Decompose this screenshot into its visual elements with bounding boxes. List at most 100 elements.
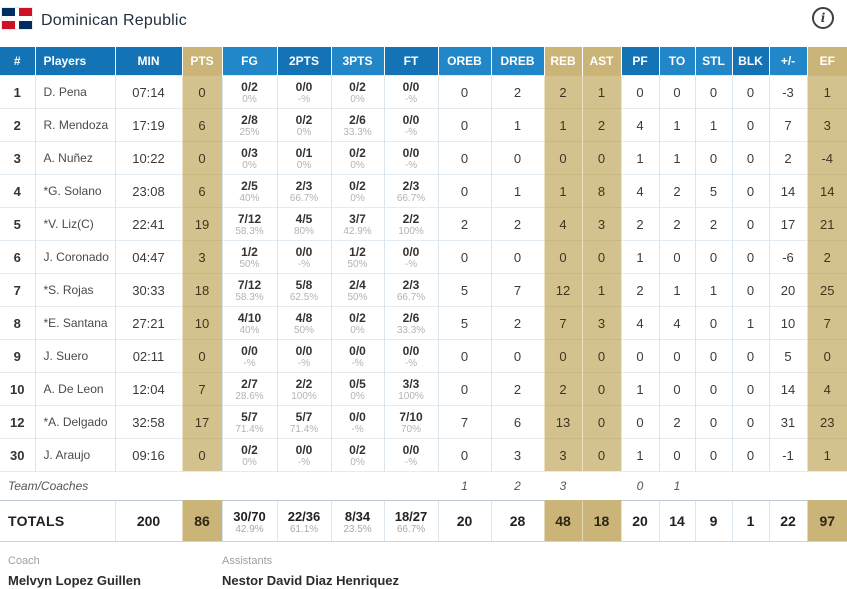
stat-cell-pf: 0 (620, 75, 659, 109)
stat-cell-dreb: 3 (490, 438, 544, 472)
player-number-cell: 9 (0, 339, 35, 373)
stat-cell-min: 09:16 (114, 438, 182, 472)
info-icon[interactable]: i (812, 7, 834, 29)
stat-cell-ef: -4 (806, 141, 847, 175)
team-stat-cell-pm (769, 471, 807, 501)
stat-cell-reb: 12 (543, 273, 582, 307)
player-row: 10 A. De Leon 12:04 7 2/7 28.6% 2/2 100% 0/5 0% 3/… (0, 372, 847, 406)
stat-cell-p2: 0/2 0% (276, 108, 331, 142)
stat-cell-pf: 4 (620, 108, 659, 142)
player-row: 12 *A. Delgado 32:58 17 5/7 71.4% 5/7 71.4% 0/0-… (0, 405, 847, 439)
team-stat-cell-reb: 3 (544, 471, 582, 501)
stat-cell-fg: 4/10 40% (221, 306, 277, 340)
stat-cell-min: 32:58 (114, 405, 182, 439)
player-number-cell: 1 (0, 75, 35, 109)
stat-cell-blk: 0 (731, 438, 769, 472)
stat-cell-p2: 0/0 -% (276, 75, 331, 109)
stat-cell-ast: 0 (581, 372, 621, 406)
totals-cell-p3: 8/34 23.5% (330, 500, 384, 542)
stat-cell-min: 17:19 (114, 108, 182, 142)
stat-cell-stl: 0 (694, 141, 732, 175)
stat-cell-stl: 2 (694, 207, 732, 241)
stat-cell-p2: 5/8 62.5% (276, 273, 331, 307)
stat-cell-pm: 14 (768, 372, 807, 406)
player-number-cell: 7 (0, 273, 35, 307)
stat-cell-reb: 7 (543, 306, 582, 340)
stat-cell-min: 04:47 (114, 240, 182, 274)
totals-cell-pm: 22 (768, 500, 807, 542)
stat-cell-dreb: 2 (490, 306, 544, 340)
stat-cell-min: 27:21 (114, 306, 182, 340)
player-number-cell: 30 (0, 438, 35, 472)
stat-cell-reb: 1 (543, 108, 582, 142)
stat-cell-pf: 4 (620, 306, 659, 340)
totals-cell-ast: 18 (581, 500, 621, 542)
stat-cell-stl: 0 (694, 306, 732, 340)
stat-cell-ast: 1 (581, 273, 621, 307)
stat-cell-pm: 20 (768, 273, 807, 307)
player-row: 1 D. Pena 07:14 0 0/2 0% 0/0 -% 0/2 0% 0/0 -% 0 2 2 1 0 0… (0, 75, 847, 109)
stat-cell-ast: 0 (581, 141, 621, 175)
assistants-label: Assistants (222, 555, 273, 567)
stat-cell-dreb: 0 (490, 141, 544, 175)
stat-cell-pts: 19 (181, 207, 222, 241)
stat-cell-oreb: 0 (437, 108, 491, 142)
stat-cell-min: 30:33 (114, 273, 182, 307)
player-number-cell: 2 (0, 108, 35, 142)
column-header-to: TO (658, 47, 695, 76)
stat-cell-dreb: 0 (490, 240, 544, 274)
stat-cell-dreb: 1 (490, 108, 544, 142)
stat-cell-ef: 25 (806, 273, 847, 307)
stat-cell-to: 1 (658, 108, 695, 142)
player-name-cell: J. Suero (34, 339, 115, 373)
coach-block: Coach Melvyn Lopez Guillen (8, 555, 222, 589)
player-name-cell: R. Mendoza (34, 108, 115, 142)
stat-cell-to: 2 (658, 207, 695, 241)
stat-cell-p3: 1/2 50% (330, 240, 384, 274)
stat-cell-fg: 7/12 58.3% (221, 207, 277, 241)
stat-cell-oreb: 0 (437, 240, 491, 274)
stat-cell-to: 0 (658, 339, 695, 373)
stat-cell-oreb: 0 (437, 75, 491, 109)
stat-cell-p2: 4/8 50% (276, 306, 331, 340)
stat-cell-dreb: 7 (490, 273, 544, 307)
stat-cell-ef: 1 (806, 438, 847, 472)
stat-cell-dreb: 0 (490, 339, 544, 373)
stat-cell-ef: 1 (806, 75, 847, 109)
stat-cell-stl: 0 (694, 405, 732, 439)
stat-cell-p2: 0/0 -% (276, 339, 331, 373)
totals-cell-ef: 97 (806, 500, 847, 542)
stat-cell-pts: 7 (181, 372, 222, 406)
header-row: # Players MIN PTS FG 2PTS 3PTS FT OREB DREB REB AST… (0, 47, 847, 76)
stat-cell-oreb: 0 (437, 141, 491, 175)
stat-cell-blk: 0 (731, 75, 769, 109)
info-icon-glyph: i (820, 11, 826, 25)
stat-cell-ef: 2 (806, 240, 847, 274)
team-stat-cell-stl (695, 471, 732, 501)
stat-cell-to: 0 (658, 240, 695, 274)
stat-cell-min: 02:11 (114, 339, 182, 373)
totals-cell-to: 14 (658, 500, 695, 542)
box-score-table: # Players MIN PTS FG 2PTS 3PTS FT OREB DREB REB AST… (0, 47, 847, 542)
stat-cell-to: 2 (658, 405, 695, 439)
stat-cell-pm: -3 (768, 75, 807, 109)
stat-cell-fg: 2/5 40% (221, 174, 277, 208)
column-header-pf: PF (620, 47, 659, 76)
stat-cell-reb: 2 (543, 372, 582, 406)
column-header-: # (0, 47, 35, 76)
stat-cell-reb: 13 (543, 405, 582, 439)
stat-cell-ft: 0/0 -% (383, 75, 438, 109)
team-name: Dominican Republic (41, 12, 187, 29)
stat-cell-pf: 1 (620, 438, 659, 472)
player-row: 9 J. Suero 02:11 0 0/0 -% 0/0 -% 0/0 -% 0/0 -% 0 0 0 0 0… (0, 339, 847, 373)
stat-cell-pts: 0 (181, 141, 222, 175)
stat-cell-pm: 31 (768, 405, 807, 439)
column-header-oreb: OREB (437, 47, 491, 76)
stat-cell-to: 4 (658, 306, 695, 340)
totals-cell-dreb: 28 (490, 500, 544, 542)
stat-cell-dreb: 1 (490, 174, 544, 208)
player-number-cell: 8 (0, 306, 35, 340)
stat-cell-pm: 5 (768, 339, 807, 373)
player-name-cell: *S. Rojas (34, 273, 115, 307)
stat-cell-ef: 4 (806, 372, 847, 406)
